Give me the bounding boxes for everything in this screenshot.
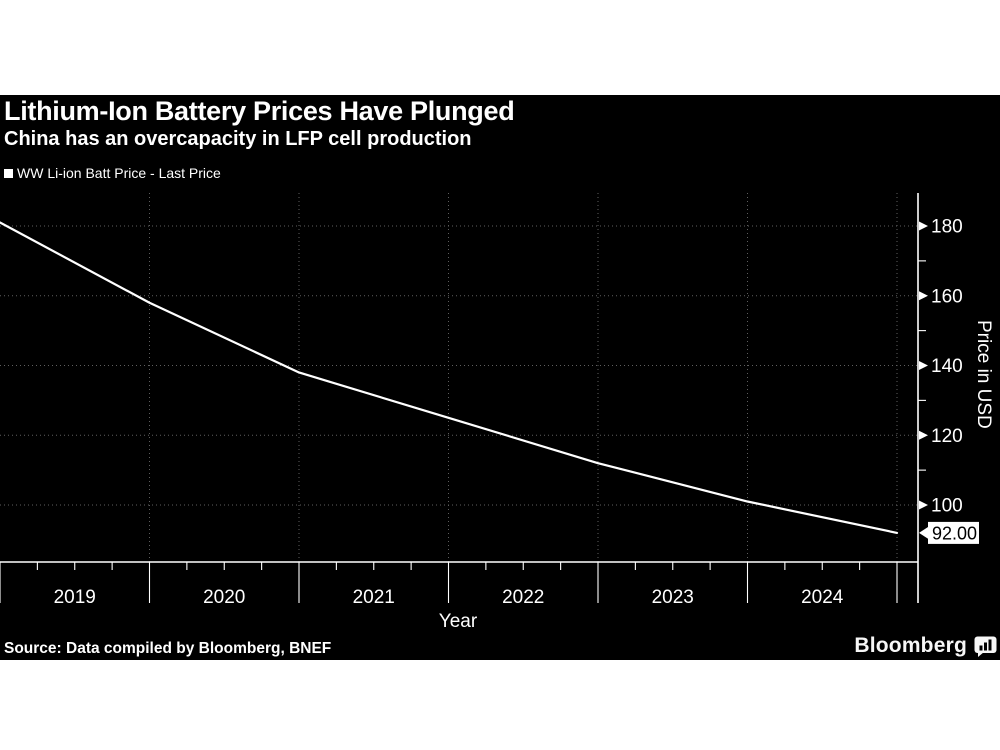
- y-tick-label: 160: [931, 286, 963, 307]
- bloomberg-logo-text: Bloomberg: [854, 634, 967, 657]
- legend-square-icon: [4, 168, 13, 178]
- chart-panel: 100 120 140 160 180 2019 2020 2021 2022 2023 2024 9…: [0, 95, 1000, 660]
- x-tick-label: 2019: [54, 587, 96, 608]
- bar-chart-bubble-icon: [974, 636, 997, 657]
- chart-subtitle: China has an overcapacity in LFP cell pr…: [4, 128, 472, 150]
- x-axis-title: Year: [438, 611, 478, 632]
- legend-label: WW Li-ion Batt Price - Last Price: [17, 165, 221, 181]
- plot-area: 100 120 140 160 180 2019 2020 2021 2022 2023 2024 9…: [0, 193, 979, 608]
- last-price-flag-arrow: [919, 526, 929, 540]
- x-tick-label: 2020: [203, 587, 245, 608]
- price-line: [0, 221, 899, 534]
- last-price-flag-box: [928, 521, 979, 544]
- legend: WW Li-ion Batt Price - Last Price: [4, 165, 221, 181]
- x-tick-label: 2021: [353, 587, 395, 608]
- y-tick-arrow-icon: [919, 291, 928, 301]
- y-tick-label: 120: [931, 426, 963, 447]
- y-tick-arrow-icon: [919, 361, 928, 370]
- y-tick-arrow-icon: [919, 500, 928, 510]
- y-axis-title: Price in USD: [973, 320, 994, 429]
- chart-title: Lithium-Ion Battery Prices Have Plunged: [4, 96, 515, 126]
- bloomberg-logo: Bloomberg: [854, 634, 997, 658]
- y-tick-arrow-icon: [919, 430, 928, 440]
- y-tick-label: 180: [931, 217, 963, 238]
- x-tick-label: 2024: [801, 587, 844, 608]
- last-price-label: 92.00: [932, 523, 977, 543]
- y-tick-label: 140: [931, 356, 963, 377]
- y-tick-arrow-icon: [919, 221, 928, 231]
- x-tick-label: 2023: [652, 587, 694, 608]
- source-note: Source: Data compiled by Bloomberg, BNEF: [4, 640, 332, 657]
- x-tick-label: 2022: [502, 587, 544, 608]
- y-tick-label: 100: [931, 496, 963, 517]
